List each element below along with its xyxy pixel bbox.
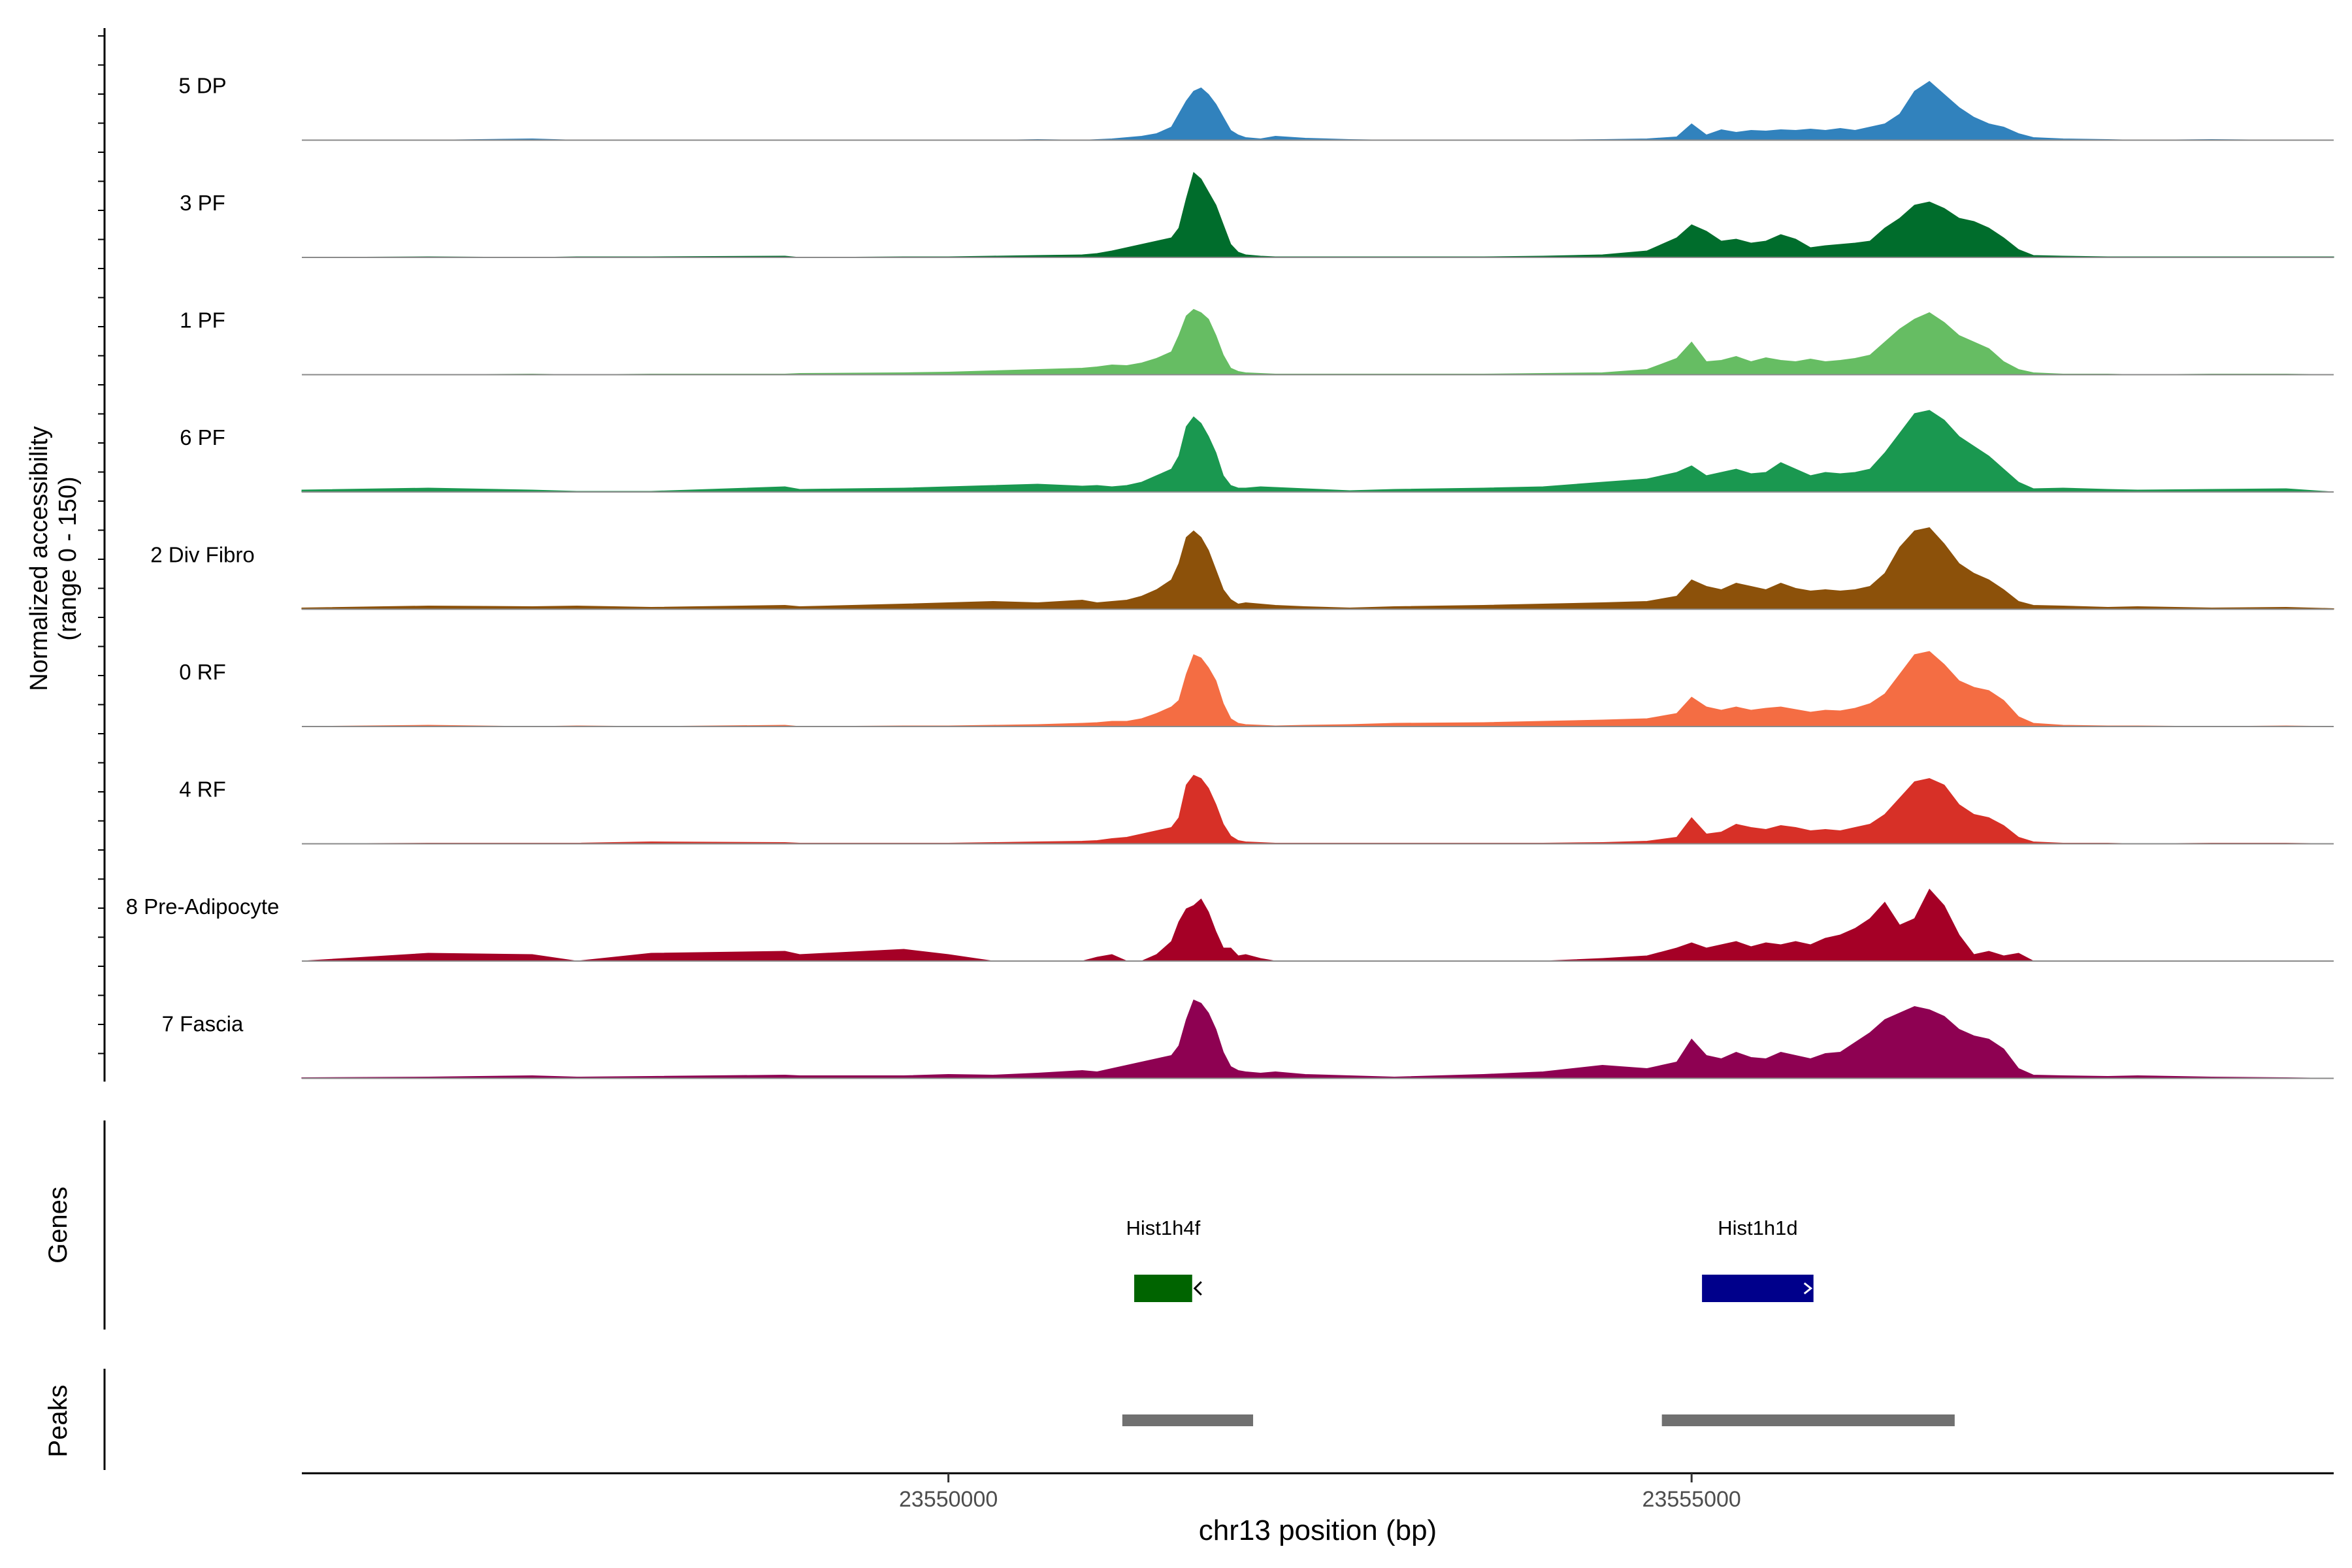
peaks-track: Peaks [44, 1369, 1955, 1470]
genes-track-title: Genes [44, 1186, 73, 1264]
gene-body [1702, 1275, 1814, 1302]
track-label: 7 Fascia [162, 1012, 244, 1036]
track-area [301, 527, 2334, 610]
y-axis-title-line1: Normalized accessibility [25, 426, 53, 691]
peaks-track-title: Peaks [44, 1384, 73, 1457]
y-axis-title-line2: (range 0 - 150) [54, 476, 82, 640]
track-label: 4 RF [179, 777, 226, 802]
track-label: 8 Pre-Adipocyte [126, 894, 280, 919]
track-4: 2 Div Fibro [150, 527, 2334, 610]
track-area [301, 651, 2334, 727]
x-tick-label: 23555000 [1642, 1487, 1741, 1512]
track-6: 4 RF [179, 774, 2334, 845]
gene-label: Hist1h1d [1718, 1217, 1797, 1239]
coverage-tracks: 5 DP 3 PF 1 PF 6 PF 2 Div Fibro 0 RF 4 RF 8 Pre… [98, 28, 2334, 1082]
track-0: 5 DP [178, 74, 2334, 141]
track-label: 1 PF [180, 308, 225, 333]
track-2: 1 PF [180, 308, 2334, 376]
x-axis-title: chr13 position (bp) [1199, 1514, 1437, 1546]
strand-arrow [1193, 1281, 1202, 1296]
track-label: 0 RF [179, 660, 226, 684]
strand-arrow [1803, 1282, 1813, 1295]
x-tick-label: 23550000 [899, 1487, 998, 1512]
gene: Hist1h1d [1702, 1217, 1814, 1302]
track-8: 7 Fascia [162, 999, 2334, 1079]
track-area [302, 308, 2334, 376]
track-area [301, 410, 2334, 493]
gene: Hist1h4f [1126, 1217, 1202, 1302]
track-label: 3 PF [180, 191, 225, 215]
track-7: 8 Pre-Adipocyte [126, 889, 2334, 962]
x-axis: 23550000 23555000 chr13 position (bp) [302, 1472, 2334, 1546]
gene-body [1134, 1275, 1192, 1302]
track-3: 6 PF [180, 410, 2334, 493]
gene-label: Hist1h4f [1126, 1217, 1201, 1239]
track-label: 5 DP [178, 74, 226, 98]
genes-track: Genes Hist1h4f Hist1h1d [44, 1120, 1814, 1330]
peak-bar [1661, 1414, 1955, 1426]
track-area [301, 999, 2334, 1079]
track-label: 2 Div Fibro [150, 543, 255, 567]
track-1: 3 PF [180, 172, 2334, 258]
track-label: 6 PF [180, 425, 225, 449]
track-area [301, 172, 2334, 258]
track-5: 0 RF [179, 651, 2334, 727]
peak-bar [1122, 1414, 1254, 1426]
